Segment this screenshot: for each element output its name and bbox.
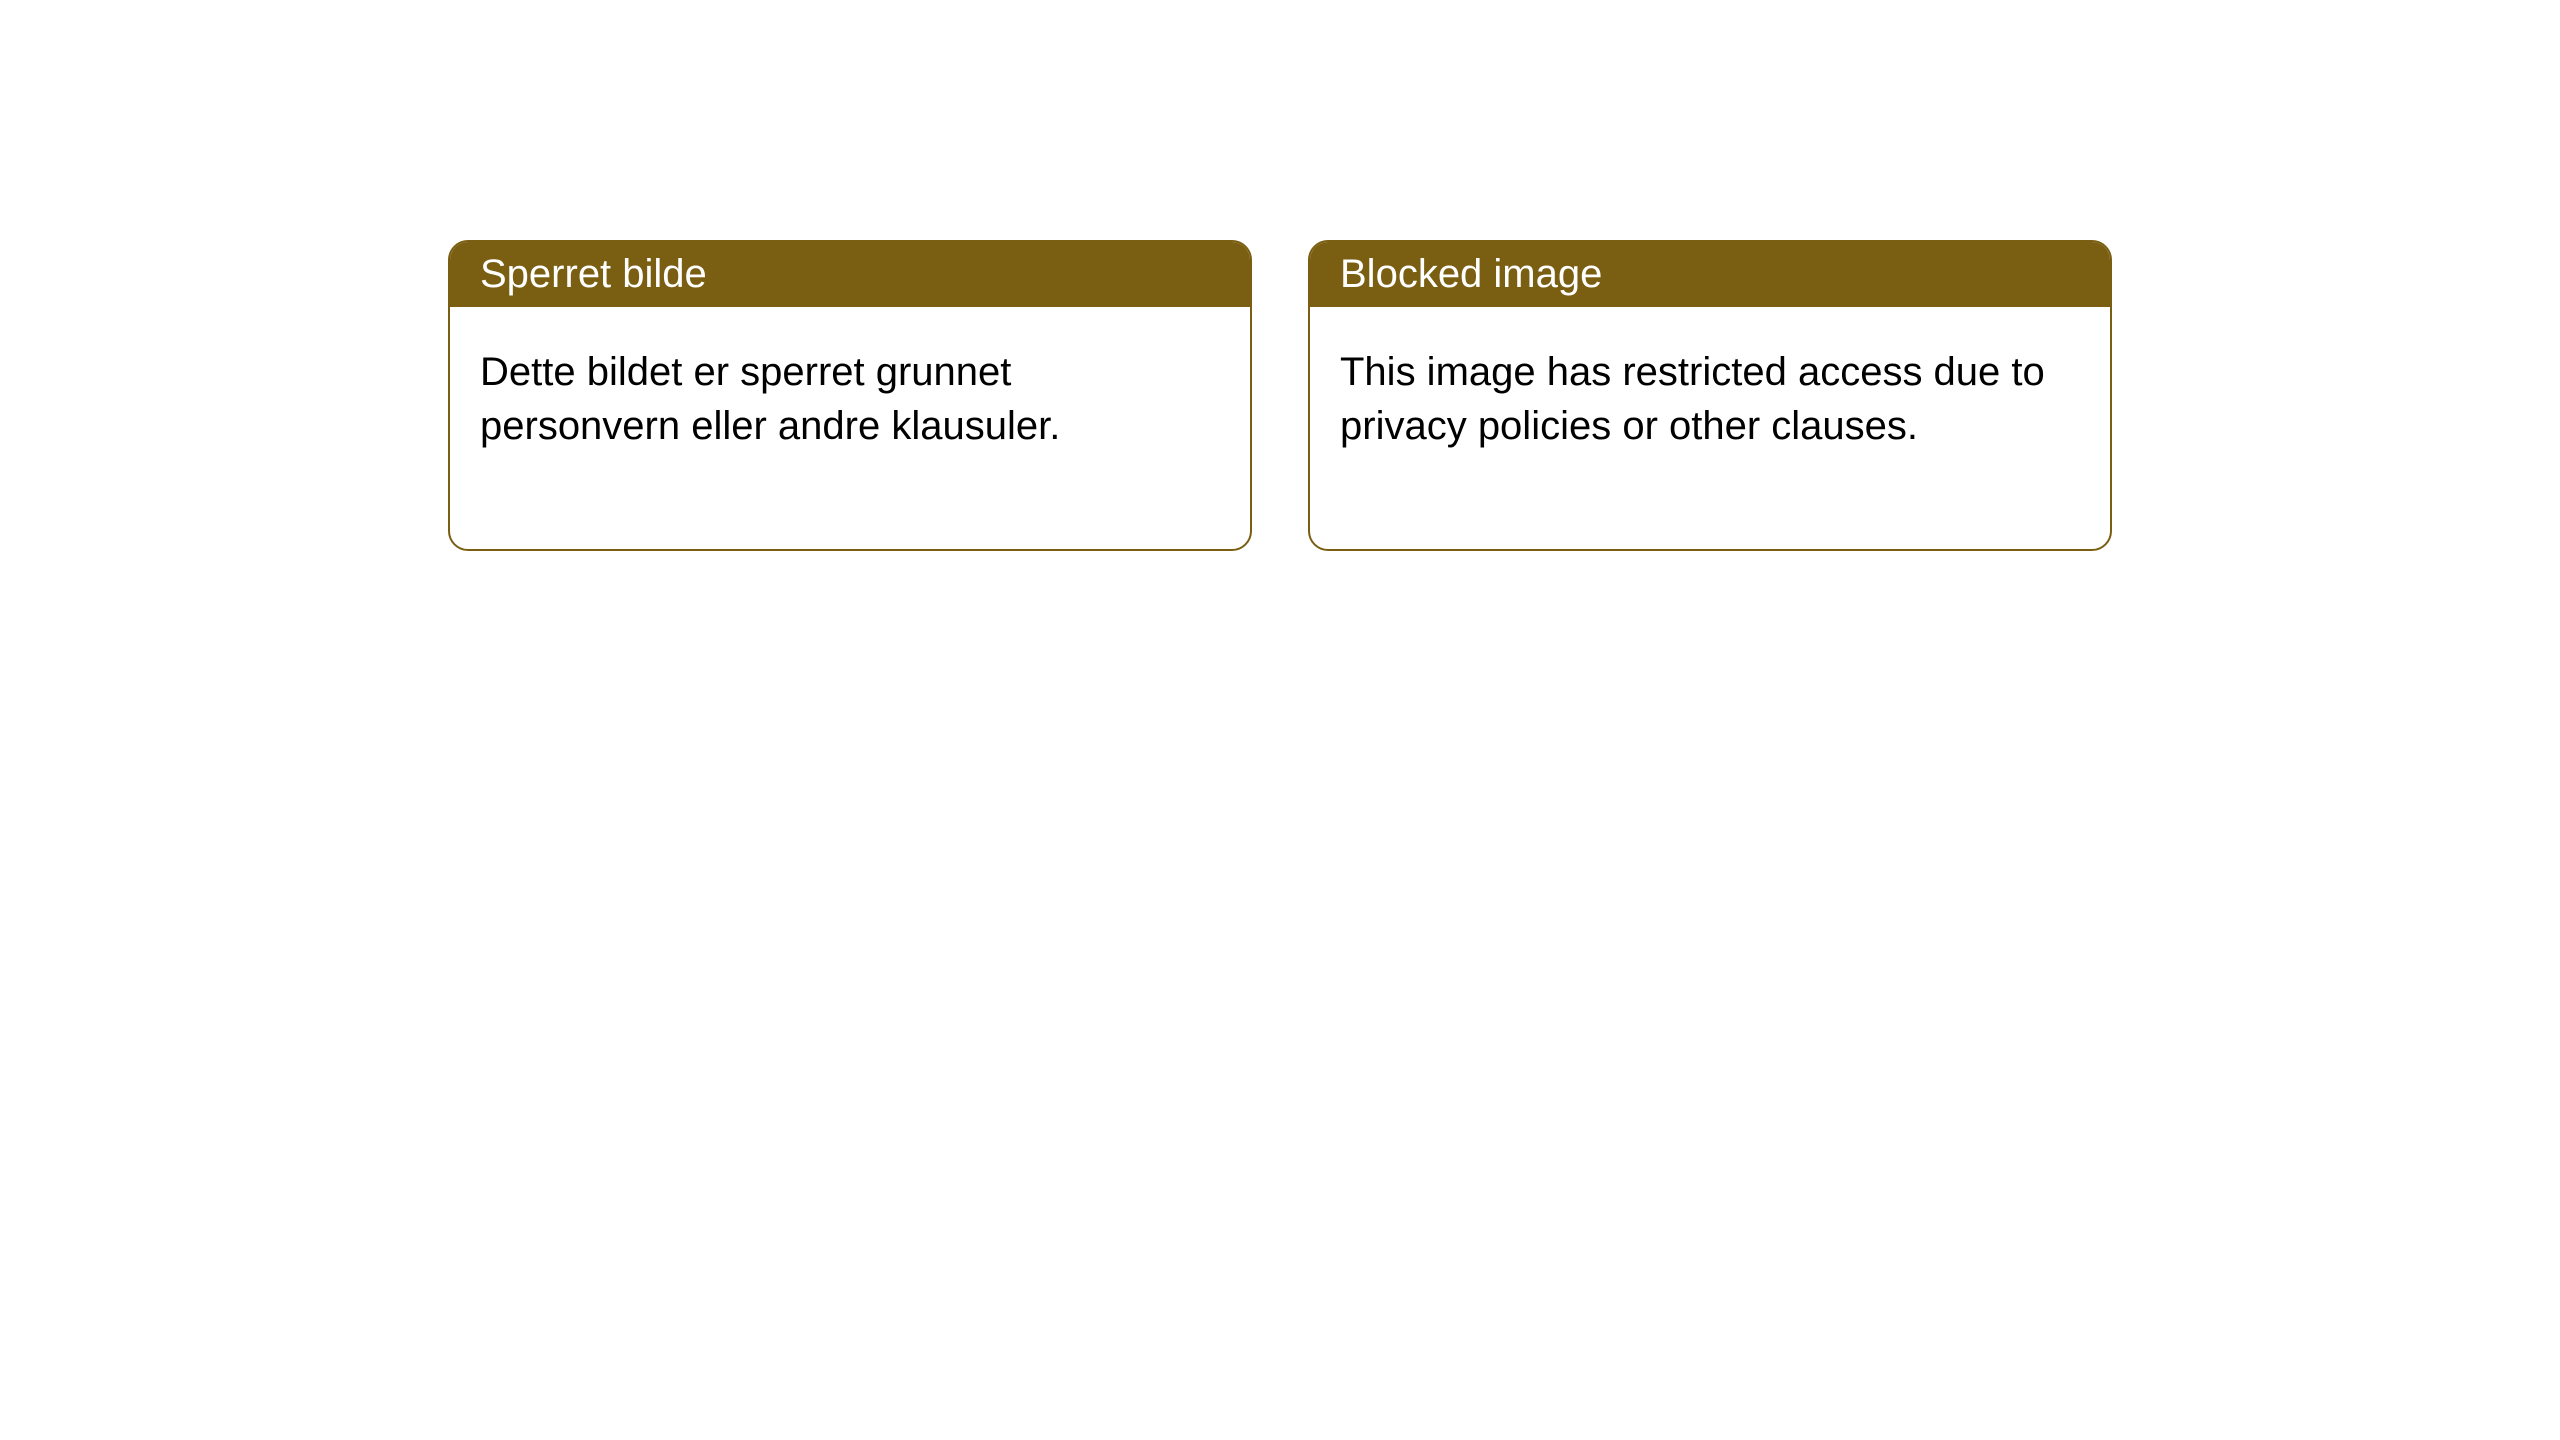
- notice-card-norwegian: Sperret bilde Dette bildet er sperret gr…: [448, 240, 1252, 551]
- notice-cards-container: Sperret bilde Dette bildet er sperret gr…: [0, 0, 2560, 551]
- card-title: Sperret bilde: [450, 242, 1250, 307]
- card-body: This image has restricted access due to …: [1310, 307, 2110, 549]
- card-body: Dette bildet er sperret grunnet personve…: [450, 307, 1250, 549]
- notice-card-english: Blocked image This image has restricted …: [1308, 240, 2112, 551]
- card-title: Blocked image: [1310, 242, 2110, 307]
